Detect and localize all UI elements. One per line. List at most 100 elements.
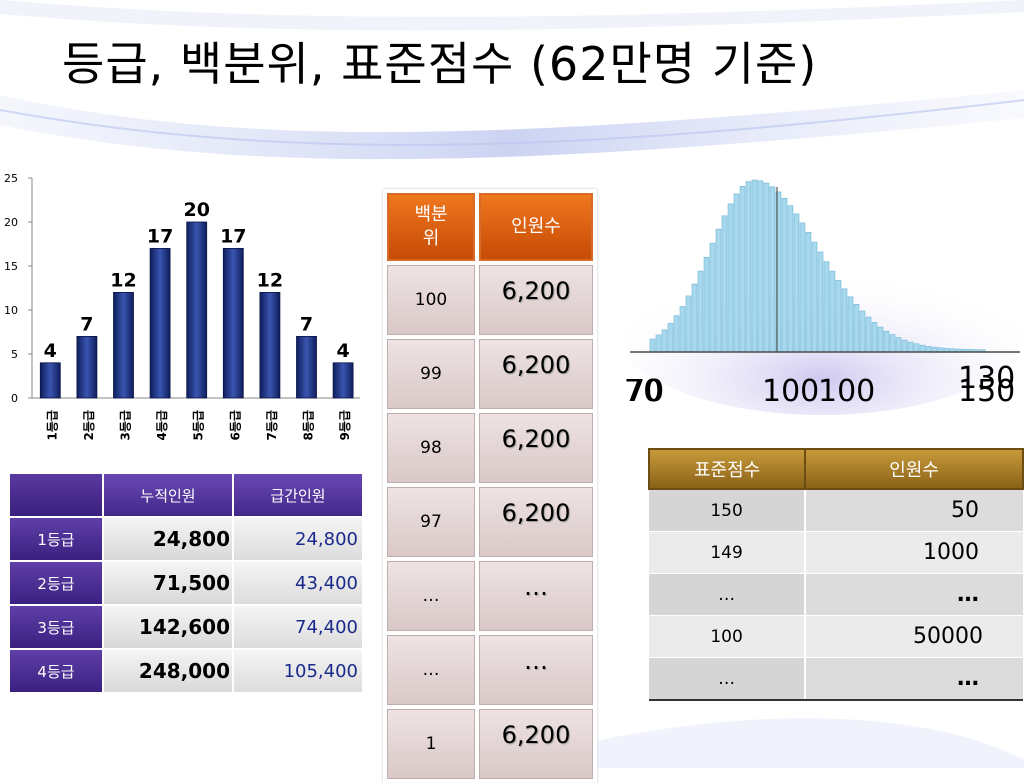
histogram-bar <box>745 181 752 353</box>
histogram-bar <box>799 222 806 353</box>
std-header-count: 인원수 <box>804 448 1024 490</box>
bar <box>186 221 208 399</box>
data-label: 20 <box>183 199 209 221</box>
table-row: 150 50 <box>649 489 1023 532</box>
y-tick-label: 10 <box>4 304 18 317</box>
dist-x-label: 150 <box>958 374 1015 409</box>
table-row: 149 1000 <box>649 531 1023 574</box>
grade-table-corner <box>8 472 104 518</box>
percentile-header-pct: 백분 위 <box>387 193 475 261</box>
count-value: 43,400 <box>232 560 364 606</box>
histogram-bar <box>901 339 908 353</box>
std-count: 50000 <box>804 615 1023 658</box>
data-label: 17 <box>220 225 246 247</box>
grade-label: 4등급 <box>8 648 104 694</box>
bar <box>149 248 171 399</box>
table-row: 98 6,200 <box>387 413 593 483</box>
histogram-bar <box>823 261 830 353</box>
table-row: 100 50000 <box>649 615 1023 658</box>
grade-label: 1등급 <box>8 516 104 562</box>
histogram-bar <box>781 197 788 353</box>
cumulative-value: 142,600 <box>102 604 234 650</box>
y-tick-label: 0 <box>11 392 18 405</box>
percentile-value: 1 <box>387 709 475 779</box>
std-score: 100 <box>649 615 806 658</box>
std-score: 150 <box>649 489 806 532</box>
histogram-bar <box>673 315 680 353</box>
histogram-bar <box>847 296 854 353</box>
histogram-bar <box>865 316 872 353</box>
std-count: … <box>804 573 1023 616</box>
page-title: 등급, 백분위, 표준점수 (62만명 기준) <box>62 37 818 91</box>
histogram-bar <box>919 344 926 353</box>
table-row: 99 6,200 <box>387 339 593 409</box>
data-label: 7 <box>80 313 93 335</box>
y-tick-label: 15 <box>4 260 18 273</box>
y-tick-label: 25 <box>4 172 18 185</box>
histogram-bar <box>829 270 836 353</box>
histogram-bar <box>871 322 878 353</box>
bar <box>296 335 317 399</box>
y-tick-label: 5 <box>11 348 18 361</box>
x-tick-label: 8등급 <box>302 410 316 440</box>
standard-score-table: 표준점수 인원수 150 50 149 1000 … … 100 50000 …… <box>647 448 1024 701</box>
std-count: … <box>804 657 1023 701</box>
grade-label: 3등급 <box>8 604 104 650</box>
table-row: … … <box>387 561 593 631</box>
x-tick-label: 3등급 <box>119 410 133 440</box>
percentile-count: … <box>479 635 593 705</box>
table-row: 97 6,200 <box>387 487 593 557</box>
dist-x-label: 70 <box>626 374 664 409</box>
bar <box>113 292 134 399</box>
histogram-bar <box>769 186 776 353</box>
bar <box>332 362 354 399</box>
cumulative-value: 71,500 <box>102 560 234 606</box>
histogram-bar <box>721 215 728 353</box>
table-row: 4등급 248,000 105,400 <box>8 648 364 694</box>
percentile-header-count: 인원수 <box>479 193 593 261</box>
histogram-bar <box>805 232 812 353</box>
histogram-bar <box>649 338 656 353</box>
table-row: 1등급 24,800 24,800 <box>8 516 364 562</box>
std-header-score: 표준점수 <box>647 448 807 490</box>
dist-x-label: 100 <box>818 374 875 409</box>
histogram-bar <box>757 180 764 353</box>
dist-x-label: 100 <box>762 374 819 409</box>
histogram-bar <box>763 182 770 353</box>
histogram-bar <box>877 326 884 353</box>
percentile-count: 6,200 <box>479 487 593 557</box>
percentile-value: 100 <box>387 265 475 335</box>
histogram-bar <box>697 270 704 353</box>
table-row: 100 6,200 <box>387 265 593 335</box>
histogram-bar <box>895 337 902 353</box>
cumulative-value: 24,800 <box>102 516 234 562</box>
grade-table-header-cumulative: 누적인원 <box>102 472 234 518</box>
percentile-header-text: 백분 위 <box>414 204 448 249</box>
data-label: 4 <box>44 340 57 362</box>
histogram-bar <box>859 310 866 353</box>
histogram-bar <box>709 242 716 353</box>
x-tick-label: 2등급 <box>82 410 96 440</box>
histogram-bar <box>691 283 698 353</box>
percentile-value: … <box>387 635 475 705</box>
std-score: … <box>649 573 806 616</box>
grade-label: 2등급 <box>8 560 104 606</box>
x-tick-label: 1등급 <box>45 410 59 440</box>
y-tick-label: 20 <box>4 216 18 229</box>
histogram-bar <box>793 213 800 353</box>
count-value: 24,800 <box>232 516 364 562</box>
table-row: 1 6,200 <box>387 709 593 779</box>
table-row: … … <box>649 657 1023 701</box>
bar <box>222 248 244 399</box>
std-count: 1000 <box>804 531 1023 574</box>
cumulative-value: 248,000 <box>102 648 234 694</box>
percentile-table: 백분 위 인원수 100 6,200 99 6,200 98 6,200 97 6… <box>383 189 597 783</box>
x-tick-label: 4등급 <box>155 410 169 440</box>
data-label: 12 <box>110 269 136 291</box>
percentile-value: 99 <box>387 339 475 409</box>
percentile-value: … <box>387 561 475 631</box>
bar <box>259 292 281 399</box>
dist-x-label: 70 <box>624 374 662 409</box>
